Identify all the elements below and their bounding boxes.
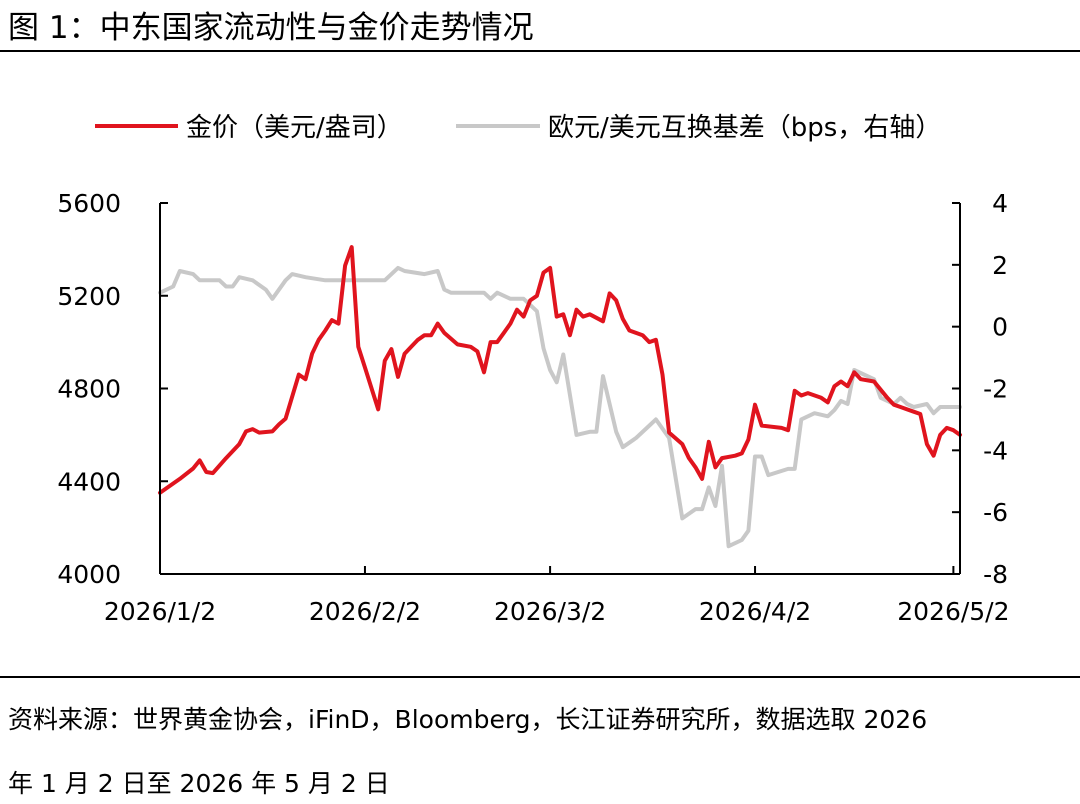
title-divider — [0, 50, 1080, 52]
right-tick-label: -2 — [983, 375, 1008, 404]
right-tick-label: -4 — [983, 436, 1008, 465]
x-tick-label: 2026/4/2 — [699, 597, 811, 626]
footer-divider — [0, 676, 1080, 678]
left-tick-label: 5200 — [57, 282, 121, 311]
legend-label-basis: 欧元/美元互换基差（bps，右轴） — [548, 113, 941, 143]
x-tick-label: 2026/2/2 — [309, 597, 421, 626]
legend-label-gold: 金价（美元/盎司） — [186, 113, 403, 143]
series-line-gold — [158, 245, 962, 495]
right-tick-label: 0 — [992, 313, 1008, 342]
plot-area: 4000 4400 4800 5200 5600 -8 -6 -4 -2 0 2 4 2026/1/2 2… — [57, 189, 1009, 626]
right-tick-label: 4 — [992, 189, 1008, 218]
series-line-basis — [158, 265, 962, 549]
right-tick-label: 2 — [992, 251, 1008, 280]
left-tick-label: 5600 — [57, 189, 121, 218]
line-chart: 金价（美元/盎司） 欧元/美元互换基差（bps，右轴） 4000 4400 4800… — [57, 113, 1009, 626]
source-note: 资料来源：世界黄金协会，iFinD，Bloomberg，长江证券研究所，数据选取… — [8, 705, 928, 734]
tick-labels: 4000 4400 4800 5200 5600 -8 -6 -4 -2 0 2 4 2026/1/2 2… — [57, 189, 1009, 626]
left-tick-label: 4400 — [57, 467, 121, 496]
x-tick-label: 2026/5/2 — [897, 597, 1009, 626]
x-tick-label: 2026/3/2 — [494, 597, 606, 626]
left-tick-label: 4800 — [57, 375, 121, 404]
right-tick-label: -8 — [983, 560, 1008, 589]
x-tick-label: 2026/1/2 — [104, 597, 216, 626]
source-date-range: 年 1 月 2 日至 2026 年 5 月 2 日 — [8, 769, 390, 798]
series-lines — [158, 245, 962, 549]
left-tick-label: 4000 — [57, 560, 121, 589]
right-tick-label: -6 — [983, 498, 1008, 527]
chart-title: 图 1：中东国家流动性与金价走势情况 — [8, 10, 534, 46]
axes — [159, 202, 961, 575]
legend: 金价（美元/盎司） 欧元/美元互换基差（bps，右轴） — [95, 113, 941, 143]
